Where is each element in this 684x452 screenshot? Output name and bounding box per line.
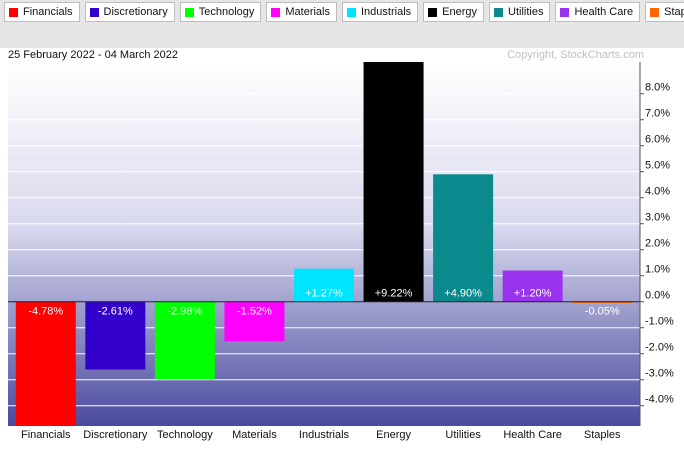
legend-item-financials[interactable]: Financials xyxy=(4,2,80,22)
category-label-health-care: Health Care xyxy=(503,429,562,441)
legend-label: Staples xyxy=(664,6,684,18)
legend-swatch xyxy=(560,7,570,17)
category-label-utilities: Utilities xyxy=(445,429,481,441)
legend-swatch xyxy=(9,7,18,17)
bar-technology xyxy=(154,301,215,380)
legend-label: Utilities xyxy=(508,6,544,18)
value-label-energy: +9.22% xyxy=(375,288,413,300)
category-label-energy: Energy xyxy=(376,429,411,441)
value-label-discretionary: -2.61% xyxy=(98,306,133,318)
legend-item-utilities[interactable]: Utilities xyxy=(489,2,551,22)
plot-background xyxy=(8,62,640,426)
category-label-materials: Materials xyxy=(232,429,277,441)
legend-swatch xyxy=(347,7,356,17)
legend-label: Materials xyxy=(285,6,330,18)
legend-item-energy[interactable]: Energy xyxy=(423,2,484,22)
y-tick-label: -3.0% xyxy=(645,368,674,380)
bar-financials xyxy=(15,301,76,426)
y-tick-label: -2.0% xyxy=(645,342,674,354)
legend-row: Financials Discretionary Technology Materia… xyxy=(4,2,684,22)
category-label-discretionary: Discretionary xyxy=(83,429,148,441)
x-categories: Financials Discretionary Technology Materia… xyxy=(21,429,621,441)
category-label-technology: Technology xyxy=(157,429,213,441)
y-tick-label: 3.0% xyxy=(645,212,670,224)
bar-industrials xyxy=(294,268,354,302)
legend-item-discretionary[interactable]: Discretionary xyxy=(84,2,175,22)
value-label-technology: -2.98% xyxy=(167,306,202,318)
legend-label: Discretionary xyxy=(103,6,168,18)
y-tick-label: 6.0% xyxy=(645,134,670,146)
legend-label: Industrials xyxy=(361,6,412,18)
y-tick-label: -4.0% xyxy=(645,394,674,406)
value-label-staples: -0.05% xyxy=(585,306,620,318)
bar-health-care xyxy=(502,270,563,302)
legend-swatch xyxy=(428,7,438,17)
y-tick-label: -1.0% xyxy=(645,316,674,328)
legend-swatch xyxy=(494,7,503,17)
legend-swatch xyxy=(271,7,281,17)
category-label-staples: Staples xyxy=(584,429,621,441)
value-label-health-care: +1.20% xyxy=(514,288,552,300)
y-tick-label: 5.0% xyxy=(645,160,670,172)
y-ticks: 8.0% 7.0% 6.0% 5.0% 4.0% 3.0% 2.0% 1.0% 0.0% -1.0… xyxy=(640,82,674,407)
date-range: 25 February 2022 - 04 March 2022 xyxy=(8,49,178,61)
legend-swatch xyxy=(89,7,99,17)
legend-item-industrials[interactable]: Industrials xyxy=(342,2,419,22)
legend-item-staples[interactable]: Staples xyxy=(645,2,684,22)
legend-item-health-care[interactable]: Health Care xyxy=(555,2,641,22)
legend-item-technology[interactable]: Technology xyxy=(179,2,262,22)
value-label-utilities: +4.90% xyxy=(444,288,482,300)
y-tick-label: 1.0% xyxy=(645,264,670,276)
bar-utilities xyxy=(433,174,494,302)
bar-staples xyxy=(572,301,633,304)
legend-item-materials[interactable]: Materials xyxy=(266,2,337,22)
y-tick-label: 4.0% xyxy=(645,186,670,198)
legend-bar: Financials Discretionary Technology Materia… xyxy=(0,0,684,48)
y-tick-label: 7.0% xyxy=(645,108,670,120)
legend-label: Energy xyxy=(442,6,477,18)
legend-label: Financials xyxy=(23,6,73,18)
copyright: Copyright, StockCharts.com xyxy=(507,49,644,61)
y-tick-label: 2.0% xyxy=(645,238,670,250)
bar-materials xyxy=(224,301,285,342)
legend-swatch xyxy=(184,7,194,17)
category-label-industrials: Industrials xyxy=(299,429,350,441)
value-label-industrials: +1.27% xyxy=(305,288,343,300)
bar-energy xyxy=(363,62,424,302)
category-label-financials: Financials xyxy=(21,429,71,441)
bar-discretionary xyxy=(85,301,146,370)
value-label-financials: -4.78% xyxy=(28,306,63,318)
bars: -4.78% -2.61% -2.98% -1.52% +1.27% +9.22% +4.9… xyxy=(15,62,633,426)
legend-label: Technology xyxy=(198,6,255,18)
y-tick-label: 8.0% xyxy=(645,82,670,94)
legend-label: Health Care xyxy=(574,6,634,18)
legend-swatch xyxy=(650,7,660,17)
value-label-materials: -1.52% xyxy=(237,306,272,318)
y-tick-label: 0.0% xyxy=(645,290,670,302)
